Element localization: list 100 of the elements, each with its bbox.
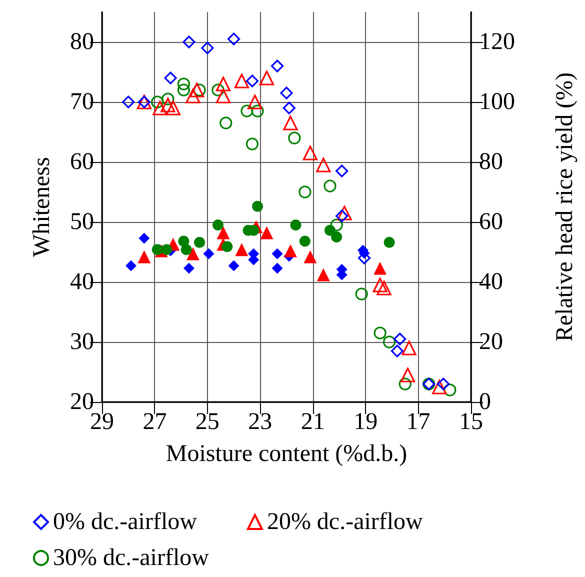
y2-tick-label: 60 xyxy=(479,209,503,235)
point xyxy=(246,74,259,88)
point xyxy=(164,72,177,84)
point xyxy=(234,74,249,88)
point xyxy=(384,236,395,248)
point xyxy=(228,260,240,272)
point xyxy=(162,92,174,106)
point xyxy=(186,88,200,104)
point xyxy=(186,247,200,260)
y2-tick-label: 100 xyxy=(479,89,515,115)
point xyxy=(290,220,302,230)
point xyxy=(212,220,224,230)
y-tick-label: 50 xyxy=(70,209,94,235)
y-axis-title: Whiteness xyxy=(29,157,55,257)
y-tick-label: 80 xyxy=(70,29,94,55)
x-tick-label: 25 xyxy=(195,409,220,435)
x-tick-label: 29 xyxy=(90,409,114,435)
point xyxy=(376,280,392,296)
point xyxy=(394,332,406,346)
x-tick-label: 15 xyxy=(459,409,483,435)
x-tick-label: 23 xyxy=(248,409,272,435)
point xyxy=(374,262,387,275)
point xyxy=(284,244,297,258)
point xyxy=(383,336,396,348)
point xyxy=(125,260,136,272)
point xyxy=(180,244,192,256)
point xyxy=(216,76,231,92)
point xyxy=(299,236,310,247)
point xyxy=(355,288,368,300)
point xyxy=(240,104,254,118)
point xyxy=(282,102,296,114)
point xyxy=(246,138,259,150)
point xyxy=(402,340,416,356)
point xyxy=(138,250,151,264)
point xyxy=(336,164,348,178)
point xyxy=(272,262,283,274)
x-axis-title: Moisture content (%d.b.) xyxy=(166,441,408,467)
y2-tick-label: 40 xyxy=(479,269,503,295)
point xyxy=(248,94,262,110)
point xyxy=(398,378,412,390)
point xyxy=(183,262,194,274)
point xyxy=(390,344,404,358)
point xyxy=(220,116,232,130)
point xyxy=(151,96,164,108)
point xyxy=(182,36,196,48)
y2-tick-label: 120 xyxy=(479,29,515,55)
point xyxy=(288,132,301,144)
point xyxy=(138,232,150,244)
point xyxy=(280,86,293,100)
y2-tick-label: 20 xyxy=(479,329,503,355)
y2-tick-label: 80 xyxy=(479,149,503,175)
point xyxy=(194,236,206,248)
point xyxy=(222,241,233,252)
point xyxy=(283,116,298,130)
legend-label: 30% dc.-airflow xyxy=(53,545,210,571)
point xyxy=(337,206,352,220)
point xyxy=(432,380,447,394)
point xyxy=(166,100,180,116)
point xyxy=(316,268,330,282)
point xyxy=(331,232,342,242)
y2-axis-title: Relative head rice yield (%) xyxy=(552,72,578,342)
point xyxy=(316,158,331,172)
point xyxy=(235,243,248,256)
x-tick-label: 17 xyxy=(406,409,430,435)
point xyxy=(252,200,264,212)
point xyxy=(201,42,214,54)
x-tick-label: 27 xyxy=(142,409,167,435)
point xyxy=(216,226,230,240)
point xyxy=(444,384,456,396)
point xyxy=(152,244,163,256)
y-tick-label: 40 xyxy=(70,269,94,295)
point xyxy=(193,84,206,96)
legend-label: 0% dc.-airflow xyxy=(53,509,198,535)
point xyxy=(122,96,135,108)
point xyxy=(227,32,240,46)
x-tick-label: 21 xyxy=(300,409,325,435)
point xyxy=(272,248,283,260)
y-tick-label: 60 xyxy=(70,149,94,175)
y-tick-label: 70 xyxy=(70,89,94,115)
y-tick-label: 30 xyxy=(70,329,94,355)
point xyxy=(330,218,343,232)
point xyxy=(203,248,214,260)
point xyxy=(152,100,168,116)
point xyxy=(260,226,274,240)
point xyxy=(372,278,388,292)
point xyxy=(302,146,318,160)
legend-label: 20% dc.-airflow xyxy=(266,509,424,535)
point xyxy=(400,368,416,382)
point xyxy=(270,60,284,72)
point xyxy=(259,70,274,86)
point xyxy=(177,78,190,90)
point xyxy=(161,244,172,256)
x-tick-label: 19 xyxy=(354,409,378,435)
point xyxy=(251,104,264,118)
point xyxy=(160,98,176,112)
point xyxy=(298,186,312,198)
point xyxy=(212,84,224,96)
point xyxy=(190,82,204,98)
point xyxy=(336,210,348,222)
point xyxy=(437,378,450,390)
